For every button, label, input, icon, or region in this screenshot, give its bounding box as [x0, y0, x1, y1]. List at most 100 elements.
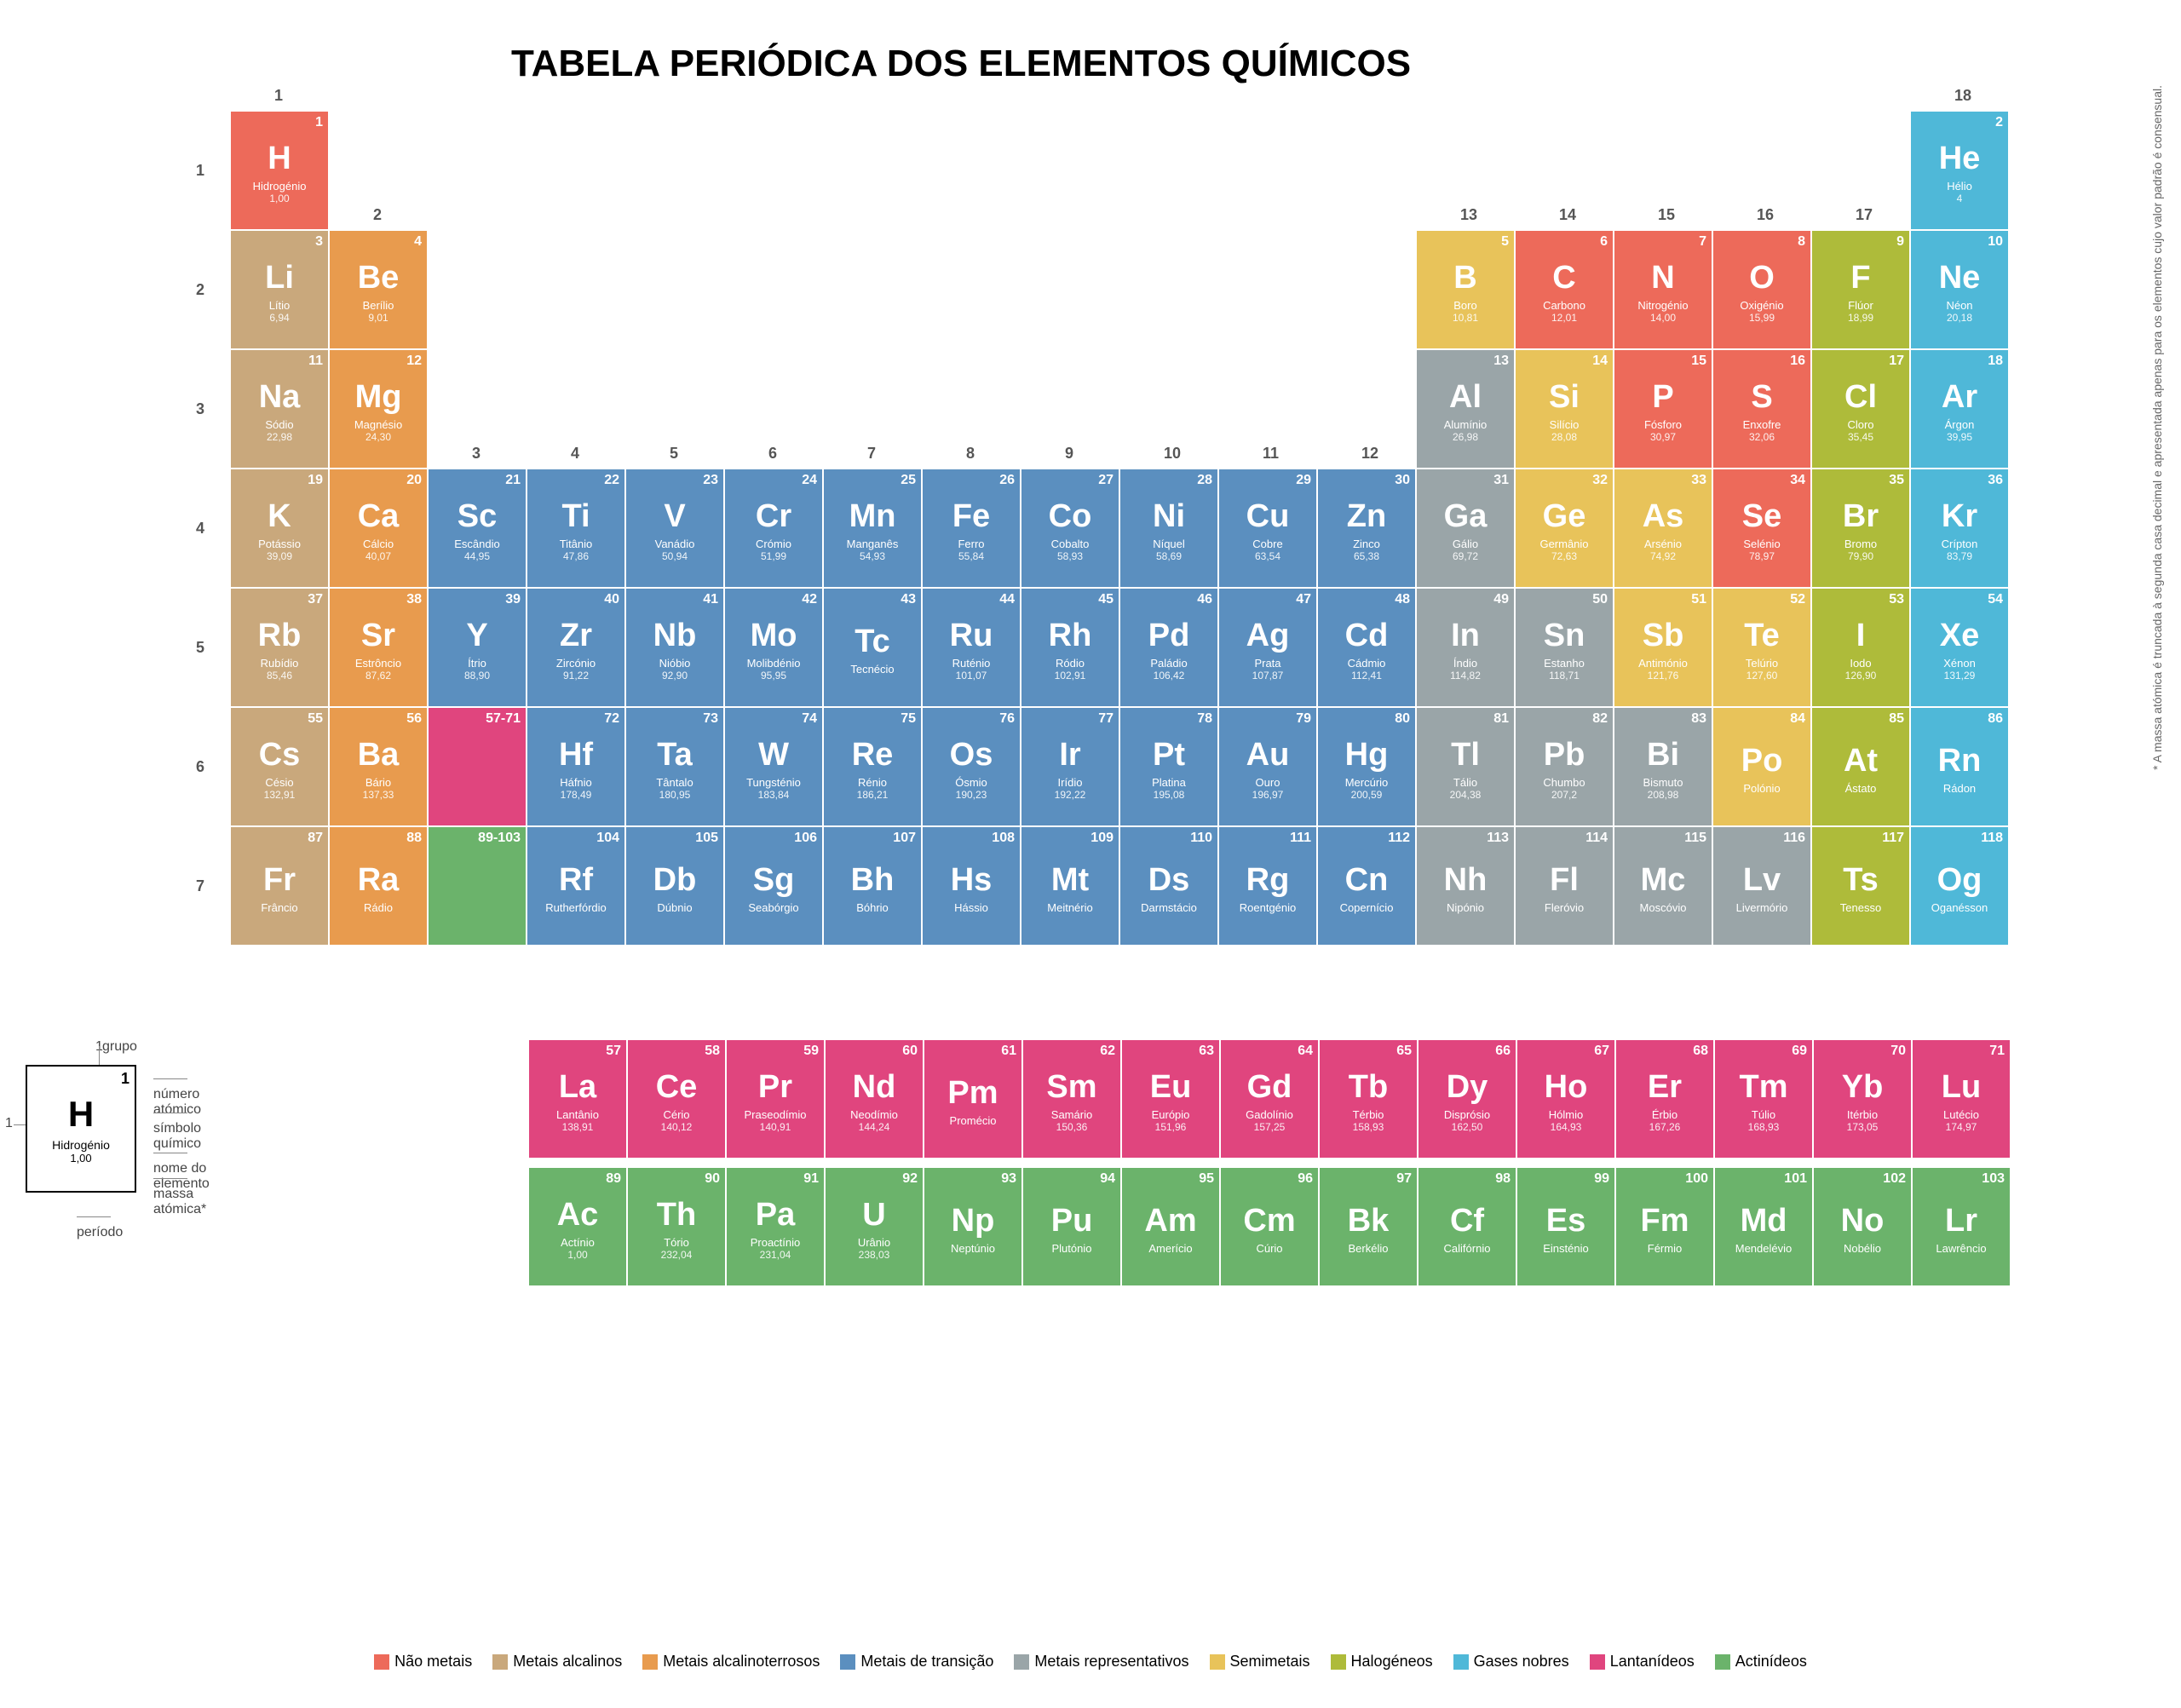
atomic-number: 26	[999, 473, 1015, 488]
atomic-number: 72	[604, 711, 619, 727]
atomic-number: 59	[803, 1044, 819, 1059]
element-name: Estanho	[1544, 657, 1585, 670]
element-La: 57LaLantânio138,91	[528, 1039, 627, 1159]
atomic-number: 94	[1100, 1171, 1115, 1187]
atomic-mass: 158,93	[1353, 1121, 1384, 1133]
atomic-number: 109	[1090, 831, 1114, 846]
element-name: Meitnério	[1047, 901, 1092, 914]
element-Li: 3LiLítio6,94	[230, 230, 329, 349]
element-Np: 93NpNeptúnio	[924, 1167, 1022, 1286]
element-symbol: Cn	[1345, 864, 1389, 896]
element-name: Cúrio	[1256, 1242, 1282, 1255]
group-label-14: 14	[1559, 206, 1576, 224]
footnote: * A massa atómica é truncada à segunda c…	[2150, 85, 2164, 770]
atomic-number: 66	[1495, 1044, 1511, 1059]
atomic-mass: 127,60	[1747, 670, 1778, 681]
atomic-mass: 72,63	[1551, 550, 1577, 562]
element-name: Flúor	[1848, 299, 1873, 312]
element-symbol: Ts	[1843, 864, 1879, 896]
element-name: Escândio	[454, 538, 499, 550]
legend-category-label: Gases nobres	[1474, 1653, 1569, 1671]
element-name: Iodo	[1850, 657, 1871, 670]
element-name: Darmstácio	[1141, 901, 1197, 914]
element-symbol: Si	[1549, 381, 1580, 413]
atomic-mass: 39,95	[1947, 431, 1972, 443]
element-P: 15PFósforo30,97	[1614, 349, 1712, 469]
element-symbol: Ho	[1545, 1071, 1588, 1103]
element-name: Molibdénio	[747, 657, 801, 670]
element-name: Bismuto	[1643, 776, 1683, 789]
atomic-number: 107	[893, 831, 916, 846]
element-name: Vanádio	[655, 538, 695, 550]
element-name: Rubídio	[261, 657, 299, 670]
element-symbol: Yb	[1842, 1071, 1884, 1103]
element-name: Gadolínio	[1246, 1108, 1293, 1121]
element-name: Tungsténio	[746, 776, 801, 789]
element-symbol: F	[1850, 262, 1870, 294]
atomic-number: 61	[1001, 1044, 1016, 1059]
legend-category: Actinídeos	[1715, 1653, 1807, 1671]
element-As: 33AsArsénio74,92	[1614, 469, 1712, 588]
element-name: Telúrio	[1746, 657, 1778, 670]
atomic-number: 103	[1982, 1171, 2005, 1187]
element-symbol: Pr	[758, 1071, 792, 1103]
element-symbol: Zn	[1347, 500, 1386, 532]
element-C: 6CCarbono12,01	[1515, 230, 1614, 349]
atomic-mass: 30,97	[1650, 431, 1676, 443]
element-name: Estrôncio	[355, 657, 401, 670]
element-name: Actínio	[561, 1236, 595, 1249]
element-name: Hássio	[954, 901, 988, 914]
legend-swatch	[1210, 1654, 1225, 1670]
atomic-mass: 83,79	[1947, 550, 1972, 562]
legend-category: Metais representativos	[1014, 1653, 1188, 1671]
element-symbol: P	[1652, 381, 1673, 413]
element-name: Platina	[1152, 776, 1186, 789]
atomic-mass: 151,96	[1155, 1121, 1187, 1133]
element-name: Lutécio	[1943, 1108, 1979, 1121]
group-label-5: 5	[670, 445, 678, 463]
atomic-mass: 186,21	[857, 789, 889, 801]
atomic-number: 8	[1798, 234, 1805, 250]
element-symbol: Sc	[457, 500, 497, 532]
element-name: Chumbo	[1543, 776, 1585, 789]
legend-sample-cell: 1 H Hidrogénio 1,00	[26, 1065, 136, 1193]
element-name: Tálio	[1453, 776, 1477, 789]
atomic-mass: 200,59	[1351, 789, 1383, 801]
legend-category-label: Metais de transição	[860, 1653, 993, 1671]
element-name: Itérbio	[1847, 1108, 1878, 1121]
legend-swatch	[1014, 1654, 1029, 1670]
element-Ag: 47AgPrata107,87	[1218, 588, 1317, 707]
element-name: Berkélio	[1349, 1242, 1389, 1255]
atomic-mass: 106,42	[1154, 670, 1185, 681]
atomic-number: 76	[999, 711, 1015, 727]
element-Rh: 45RhRódio102,91	[1021, 588, 1119, 707]
atomic-mass: 140,91	[760, 1121, 791, 1133]
element-Ge: 32GeGermânio72,63	[1515, 469, 1614, 588]
element-name: Túlio	[1752, 1108, 1775, 1121]
element-name: Tenesso	[1840, 901, 1881, 914]
atomic-mass: 231,04	[760, 1249, 791, 1261]
element-symbol: Mg	[355, 381, 402, 413]
element-Pt: 78PtPlatina195,08	[1119, 707, 1218, 826]
element-symbol: Rb	[258, 619, 302, 652]
atomic-mass: 10,81	[1453, 312, 1478, 324]
element-name: Selénio	[1743, 538, 1780, 550]
atomic-number: 114	[1585, 831, 1608, 846]
element-Mg: 12MgMagnésio24,30	[329, 349, 428, 469]
atomic-number: 32	[1592, 473, 1608, 488]
atomic-mass: 1,00	[567, 1249, 587, 1261]
element-name: Ferro	[958, 538, 984, 550]
legend-category-label: Lantanídeos	[1610, 1653, 1695, 1671]
atomic-number: 98	[1495, 1171, 1511, 1187]
element-name: Oganésson	[1931, 901, 1988, 914]
element-Mn: 25MnManganês54,93	[823, 469, 922, 588]
atomic-number: 53	[1889, 592, 1904, 607]
atomic-number: 34	[1790, 473, 1805, 488]
atomic-number: 82	[1592, 711, 1608, 727]
element-Tb: 65TbTérbio158,93	[1319, 1039, 1418, 1159]
atomic-number: 85	[1889, 711, 1904, 727]
atomic-number: 118	[1981, 831, 2003, 846]
element-H: 1HHidrogénio1,00	[230, 111, 329, 230]
element-name: Urânio	[858, 1236, 890, 1249]
atomic-number: 110	[1190, 831, 1212, 846]
